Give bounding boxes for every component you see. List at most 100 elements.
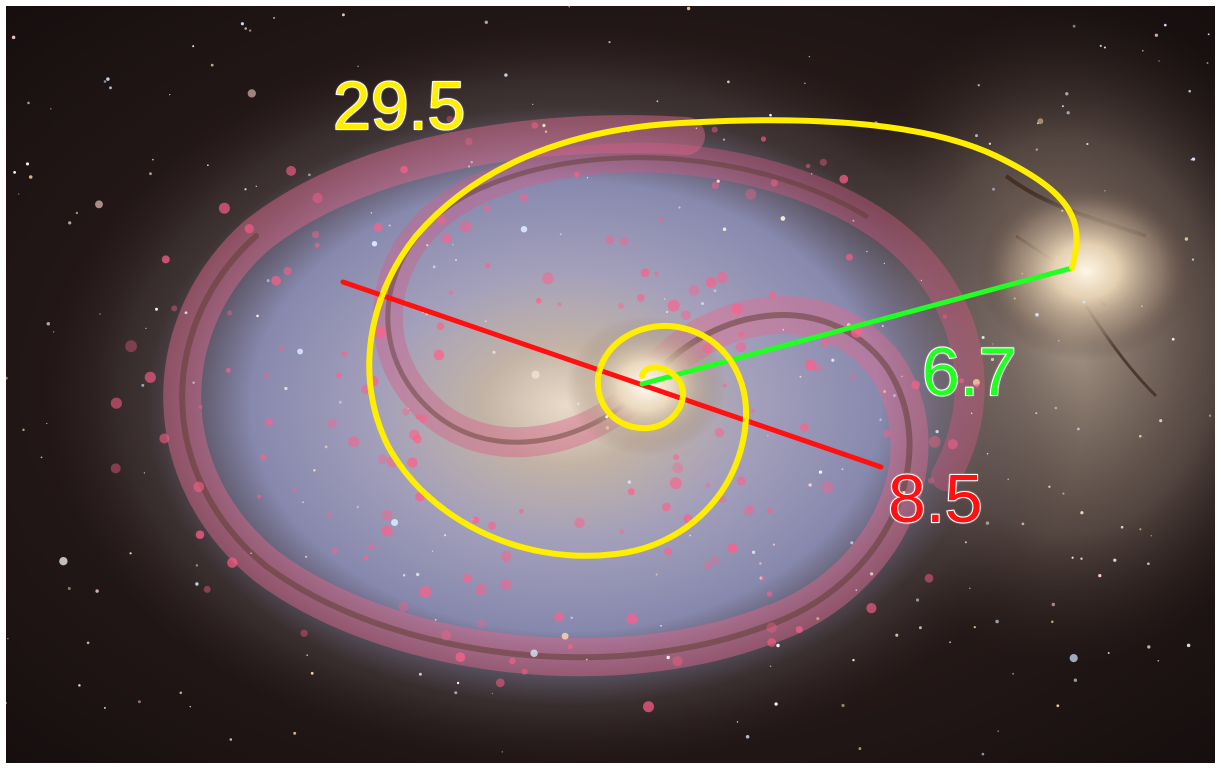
star xyxy=(129,552,132,555)
star xyxy=(531,370,540,379)
star xyxy=(722,227,727,231)
star xyxy=(1107,652,1110,654)
star-forming-knot xyxy=(195,530,205,539)
star xyxy=(544,130,548,133)
star-forming-knot xyxy=(760,576,766,581)
star-forming-knot xyxy=(198,405,203,409)
star xyxy=(816,617,820,621)
star-forming-knot xyxy=(419,586,432,598)
star xyxy=(244,27,247,30)
star-forming-knot xyxy=(845,253,853,261)
star xyxy=(1104,190,1106,192)
star-forming-knot xyxy=(415,414,422,420)
star-forming-knot xyxy=(448,290,454,296)
star-forming-knot xyxy=(436,322,445,331)
star xyxy=(869,572,874,576)
star xyxy=(751,550,756,554)
star xyxy=(700,301,705,306)
star-forming-knot xyxy=(271,275,281,286)
star xyxy=(855,589,858,592)
star-forming-knot xyxy=(476,618,487,629)
star xyxy=(313,469,316,472)
star xyxy=(570,616,573,620)
star-forming-knot xyxy=(705,482,711,488)
star-forming-knot xyxy=(804,359,817,371)
star xyxy=(586,177,589,179)
star xyxy=(1057,339,1060,342)
star xyxy=(901,375,903,378)
star xyxy=(356,505,360,509)
star-forming-knot xyxy=(766,591,773,597)
star-forming-knot xyxy=(409,429,420,440)
star xyxy=(727,80,730,84)
star-forming-knot xyxy=(959,378,964,384)
star-forming-knot xyxy=(738,331,744,337)
star-forming-knot xyxy=(942,314,948,319)
star xyxy=(28,175,33,179)
star-forming-knot xyxy=(265,418,273,426)
star-forming-knot xyxy=(711,181,720,190)
star xyxy=(27,101,30,105)
star xyxy=(736,721,739,723)
star xyxy=(782,328,785,331)
star-forming-knot xyxy=(257,494,262,499)
star-forming-knot xyxy=(373,222,383,232)
star-forming-knot xyxy=(519,193,529,202)
star xyxy=(195,564,199,567)
star xyxy=(1159,419,1163,423)
star xyxy=(986,453,989,455)
star xyxy=(1191,258,1195,261)
star-forming-knot xyxy=(218,202,230,214)
star xyxy=(866,250,868,253)
star-forming-knot xyxy=(839,174,849,184)
star-forming-knot xyxy=(521,668,528,675)
star xyxy=(977,84,980,87)
star xyxy=(143,472,146,474)
galaxy-image-svg xyxy=(6,6,1215,763)
star-forming-knot xyxy=(312,231,320,239)
star-forming-knot xyxy=(706,277,717,288)
star xyxy=(858,747,862,751)
star xyxy=(273,16,276,19)
star xyxy=(576,402,580,406)
star xyxy=(1054,406,1058,410)
star-forming-knot xyxy=(735,341,747,353)
star-forming-knot xyxy=(488,521,497,530)
star-forming-knot xyxy=(485,262,491,269)
star-forming-knot xyxy=(574,171,580,178)
star-forming-knot xyxy=(465,137,473,146)
star xyxy=(780,216,786,221)
star xyxy=(501,751,503,753)
star-forming-knot xyxy=(702,343,713,354)
star xyxy=(1138,434,1142,438)
galaxy-photo xyxy=(6,6,1215,763)
star-forming-knot xyxy=(407,457,418,468)
star-forming-knot xyxy=(462,573,472,583)
star-forming-knot xyxy=(398,602,409,612)
star xyxy=(678,206,681,209)
star xyxy=(1208,414,1212,417)
star xyxy=(152,158,154,161)
star xyxy=(772,543,776,546)
star xyxy=(532,103,534,106)
star-forming-knot xyxy=(669,477,682,490)
star xyxy=(542,123,546,128)
star xyxy=(1157,659,1160,662)
star-forming-knot xyxy=(519,509,524,514)
star xyxy=(357,65,359,68)
star-forming-knot xyxy=(328,512,332,517)
star-forming-knot xyxy=(664,547,672,556)
star xyxy=(716,179,720,183)
star xyxy=(86,641,90,645)
star xyxy=(75,211,79,215)
star-forming-knot xyxy=(567,644,573,650)
star xyxy=(371,241,378,247)
star xyxy=(1099,44,1102,47)
star-forming-knot xyxy=(335,372,343,379)
star xyxy=(310,671,314,675)
star-forming-knot xyxy=(928,435,941,448)
star-forming-knot xyxy=(110,463,121,474)
star-forming-knot xyxy=(110,397,122,409)
star-forming-knot xyxy=(368,544,375,551)
star xyxy=(520,225,528,233)
